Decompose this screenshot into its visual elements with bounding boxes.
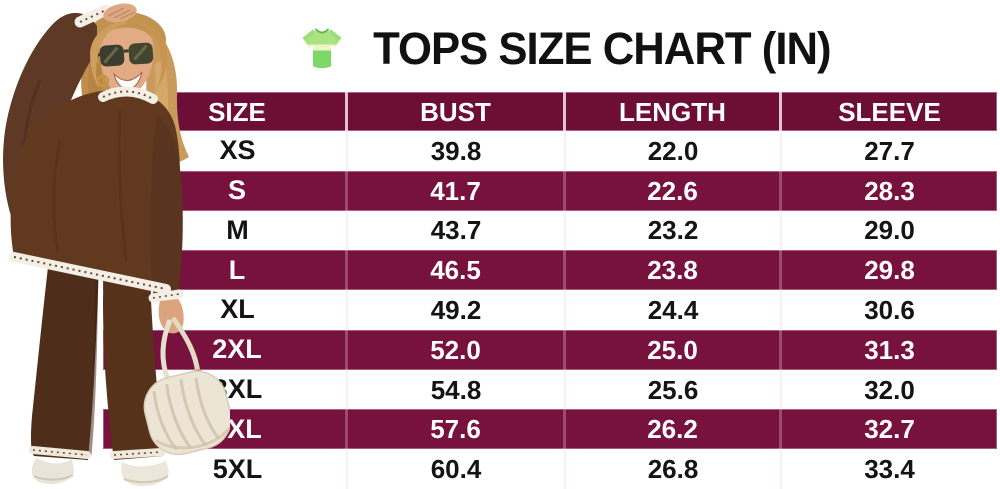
sleeve-cell: 29.0 — [864, 215, 915, 246]
column-header-length: LENGTH — [566, 92, 782, 131]
table-row-4xl: 4XL 57.6 26.2 32.7 — [103, 409, 997, 450]
sleeve-cell: 32.0 — [864, 374, 915, 405]
length-cell: 26.8 — [566, 449, 782, 489]
size-cell: XL — [103, 290, 348, 330]
column-header-bust: BUST — [348, 92, 566, 131]
bust-cell: 41.7 — [348, 170, 566, 211]
sleeve-cell: 27.7 — [864, 135, 915, 166]
size-cell: 5XL — [103, 449, 348, 489]
length-cell: 24.4 — [566, 290, 782, 330]
sleeve-cell: 33.4 — [864, 454, 915, 485]
size-cell: 2XL — [103, 329, 348, 370]
sleeve-cell: 29.8 — [864, 255, 915, 286]
length-cell: 23.8 — [566, 250, 782, 291]
earring — [96, 74, 110, 88]
size-cell: S — [103, 170, 348, 211]
table-row-s: S 41.7 22.6 28.3 — [103, 170, 997, 211]
model-sweater — [9, 86, 184, 303]
bust-cell: 57.6 — [348, 409, 566, 450]
length-cell: 22.0 — [566, 131, 782, 171]
column-header-sleeve: SLEEVE — [838, 96, 941, 127]
title-bar: TOPS SIZE CHART (IN) — [135, 16, 1000, 82]
model-shoes — [31, 458, 169, 487]
table-row-xl: XL 49.2 24.4 30.6 — [103, 290, 997, 330]
column-header-size: SIZE — [103, 92, 348, 131]
length-cell: 23.2 — [566, 210, 782, 251]
table-header-row: SIZE BUST LENGTH SLEEVE — [103, 92, 997, 131]
length-cell: 26.2 — [566, 409, 782, 450]
table-row-xs: XS 39.8 22.0 27.7 — [103, 131, 997, 171]
bust-cell: 46.5 — [348, 250, 566, 291]
table-row-3xl: 3XL 54.8 25.6 32.0 — [103, 369, 997, 410]
bust-cell: 43.7 — [348, 210, 566, 251]
sleeve-cell: 28.3 — [864, 175, 915, 206]
length-cell: 22.6 — [566, 170, 782, 211]
bust-cell: 39.8 — [348, 131, 566, 171]
size-cell: L — [103, 250, 348, 291]
bust-cell: 54.8 — [348, 369, 566, 410]
handbag — [143, 316, 230, 456]
model-photo — [3, 3, 230, 487]
length-cell: 25.6 — [566, 369, 782, 410]
size-cell: XS — [103, 131, 348, 171]
size-cell: M — [103, 210, 348, 251]
table-row-m: M 43.7 23.2 29.0 — [103, 210, 997, 251]
length-cell: 25.0 — [566, 329, 782, 370]
bust-cell: 52.0 — [348, 329, 566, 370]
sleeve-cell: 30.6 — [864, 294, 915, 325]
model-pants — [29, 250, 166, 460]
page-title: TOPS SIZE CHART (IN) — [372, 23, 832, 74]
tshirt-icon — [302, 28, 342, 69]
smile — [112, 71, 143, 90]
sleeve-cell: 31.3 — [864, 334, 915, 365]
bust-cell: 49.2 — [348, 290, 566, 330]
table-row-2xl: 2XL 52.0 25.0 31.3 — [103, 329, 997, 370]
table-row-5xl: 5XL 60.4 26.8 33.4 — [103, 449, 997, 489]
bust-cell: 60.4 — [348, 449, 566, 489]
sleeve-cell: 32.7 — [864, 414, 915, 445]
size-table: SIZE BUST LENGTH SLEEVE XS 39.8 22.0 27.… — [103, 92, 997, 489]
model-hand-on-head — [103, 3, 137, 23]
table-row-l: L 46.5 23.8 29.8 — [103, 250, 997, 291]
